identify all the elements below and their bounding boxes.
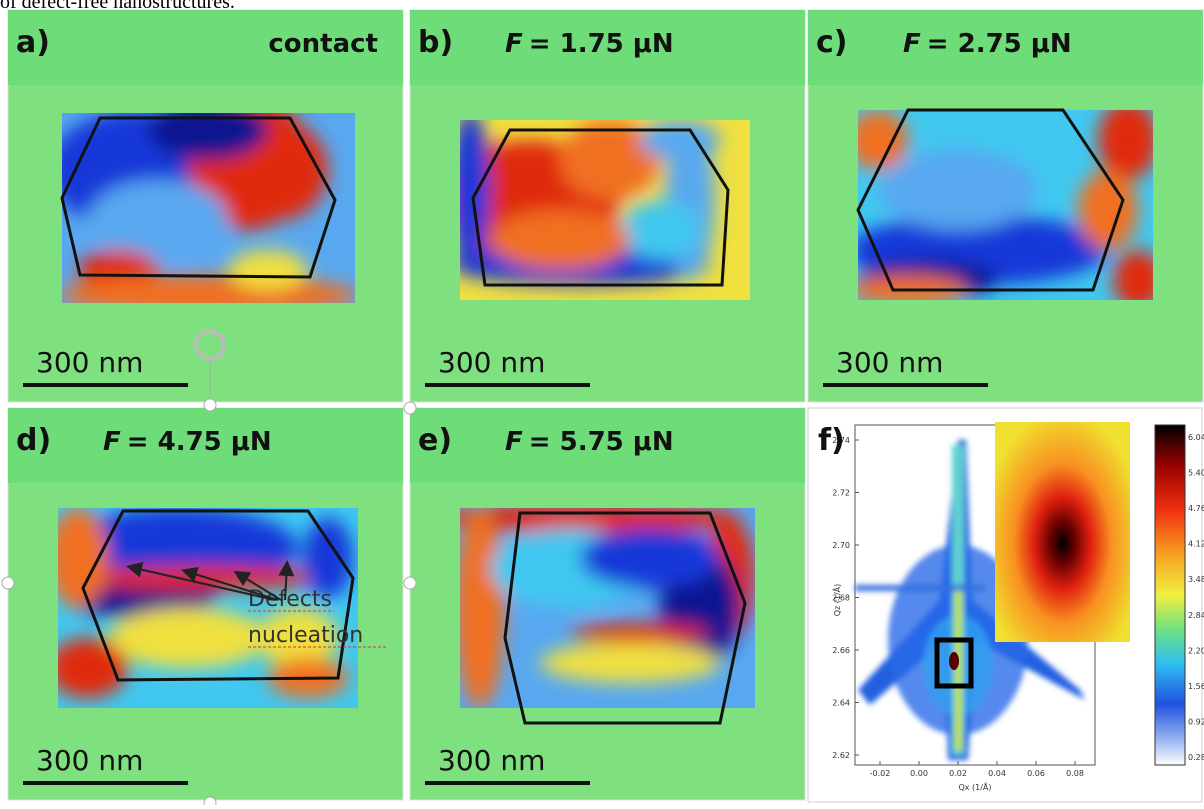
colorbar-tick-label: 6.04: [1188, 433, 1204, 442]
panel-label: e): [418, 423, 452, 458]
map-domain: [1098, 100, 1158, 180]
panel-title: contact: [268, 29, 378, 59]
map-domain: [48, 638, 128, 698]
orientation-map: [848, 100, 1163, 310]
map-domain: [620, 200, 700, 260]
scale-bar-label: 300 nm: [36, 744, 143, 777]
annotation: nucleation: [248, 623, 363, 648]
panel: a) contact 300 nm: [8, 10, 403, 402]
map-domain: [570, 623, 710, 643]
panel-label: c): [816, 25, 848, 60]
colorbar-tick-label: 5.40: [1188, 469, 1204, 478]
map-domain: [490, 210, 630, 270]
orientation-map: [48, 90, 358, 315]
x-tick-label: 0.00: [910, 769, 928, 778]
panel-label: b): [418, 25, 453, 60]
scale-bar-label: 300 nm: [438, 744, 545, 777]
map-domain: [108, 608, 268, 668]
force-value: = 4.75 μN: [127, 427, 272, 457]
colorbar-tick-label: 0.92: [1188, 717, 1204, 726]
panel: c) F= 2.75 μN 300 nm: [808, 10, 1203, 402]
panel-title: F= 4.75 μN: [103, 427, 272, 457]
x-axis-label: Qx (1/Å): [958, 781, 991, 792]
y-tick-label: 2.68: [832, 594, 850, 603]
force-value: = 5.75 μN: [529, 427, 674, 457]
map-domain: [540, 643, 720, 683]
peak: [949, 652, 959, 670]
y-tick-label: 2.64: [832, 699, 850, 708]
y-tick-label: 2.62: [832, 751, 850, 760]
map-domain: [455, 508, 505, 708]
colorbar-tick-label: 4.12: [1188, 540, 1204, 549]
colorbar-tick-label: 3.48: [1188, 575, 1204, 584]
map-domain: [88, 180, 228, 260]
y-tick-label: 2.74: [832, 436, 850, 445]
panel-label: d): [16, 423, 51, 458]
map-domain: [640, 120, 720, 160]
scale-bar-label: 300 nm: [438, 346, 545, 379]
panel: e) F= 5.75 μN 300 nm: [410, 408, 805, 800]
map-domain: [1078, 170, 1138, 250]
orientation-map: [440, 503, 755, 708]
panel-f: f) Qz (1/Å) Qx (1/Å) 2.742.722.702.682.6…: [808, 408, 1204, 802]
colorbar-tick-label: 1.56: [1188, 682, 1204, 691]
map-domain: [303, 518, 353, 598]
colorbar-tick-label: 2.84: [1188, 611, 1204, 620]
x-tick-label: 0.04: [988, 769, 1006, 778]
scale-bar-label: 300 nm: [36, 346, 143, 379]
force-symbol: F: [103, 427, 121, 457]
colorbar: [1155, 425, 1185, 765]
x-tick-label: 0.06: [1027, 769, 1045, 778]
colorbar-tick-label: 2.20: [1188, 646, 1204, 655]
figure-page: of defect-free nanostructures. a)contact…: [0, 0, 1204, 805]
panel-title: F= 1.75 μN: [505, 29, 674, 59]
y-tick-label: 2.70: [832, 541, 850, 550]
x-tick-label: 0.02: [949, 769, 967, 778]
panel: b) F= 1.75 μN 300 nm: [410, 10, 805, 402]
panel-title: F= 5.75 μN: [505, 427, 674, 457]
map-domain: [878, 150, 1038, 230]
force-value: = 1.75 μN: [529, 29, 674, 59]
orientation-map: [440, 110, 750, 300]
scale-bar-label: 300 nm: [836, 346, 943, 379]
panel-label: a): [16, 25, 50, 60]
force-symbol: F: [903, 29, 921, 59]
annotation: Defects: [248, 587, 332, 612]
y-tick-label: 2.72: [832, 489, 850, 498]
panel-title: F= 2.75 μN: [903, 29, 1072, 59]
inset-map: [995, 422, 1130, 642]
y-tick-label: 2.66: [832, 646, 850, 655]
panel: d) F= 4.75 μN 300 nm Defects nucleation: [8, 408, 403, 800]
x-tick-label: 0.08: [1066, 769, 1084, 778]
force-value: = 2.75 μN: [927, 29, 1072, 59]
colorbar-tick-label: 4.76: [1188, 504, 1204, 513]
x-tick-label: -0.02: [870, 769, 891, 778]
map-domain: [228, 250, 308, 290]
force-symbol: F: [505, 29, 523, 59]
force-symbol: F: [505, 427, 523, 457]
colorbar-tick-label: 0.28: [1188, 753, 1204, 762]
map-domain: [580, 528, 720, 588]
